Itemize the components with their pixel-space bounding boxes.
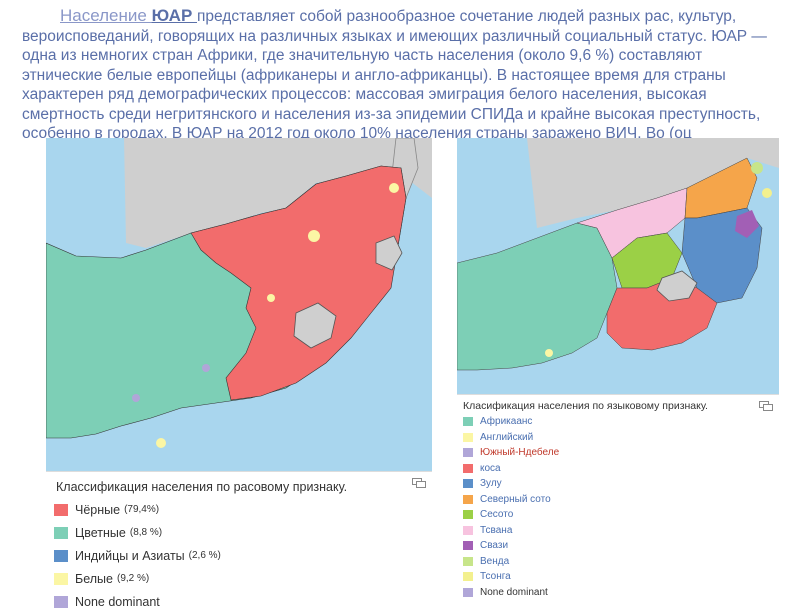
country-link[interactable]: ЮАР (151, 6, 198, 25)
legend-swatch (463, 541, 473, 551)
venda-area (751, 162, 763, 174)
swazi-region (735, 210, 759, 238)
language-legend-item: Тсвана (457, 523, 779, 539)
tsonga-area (762, 188, 772, 198)
mixed-area (202, 364, 210, 372)
neighbor-countries (46, 138, 432, 248)
legend-swatch (54, 526, 68, 539)
legend-label: Тсвана (480, 524, 513, 536)
legend-label: None dominant (75, 594, 160, 609)
language-legend-item: Венда (457, 554, 779, 570)
white-area (267, 294, 275, 302)
neighbor-countries (457, 138, 779, 228)
legend-label: Свази (480, 540, 509, 552)
legend-swatch (54, 595, 68, 608)
language-legend-item: Сесото (457, 507, 779, 523)
language-legend-item: Африкаанс (457, 414, 779, 430)
black-majority-region (190, 165, 407, 401)
swaziland (375, 235, 403, 271)
legend-label: Африкаанс (480, 416, 533, 428)
race-legend: Классификация населения по расовому приз… (46, 471, 432, 609)
legend-percent: (2,6 %) (188, 550, 221, 561)
language-legend-item: Свази (457, 538, 779, 554)
language-legend-item: Зулу (457, 476, 779, 492)
legend-swatch (54, 572, 68, 585)
legend-swatch (463, 510, 473, 520)
language-legend-title: Клаcификация населения по языковому приз… (463, 400, 708, 412)
legend-percent: (9,2 %) (116, 573, 150, 584)
race-map (46, 138, 432, 471)
legend-swatch (463, 587, 473, 597)
english-area (545, 349, 553, 357)
race-legend-item: Индийцы и Азиаты (2,6 %) (46, 544, 432, 567)
legend-label: Северный сото (480, 493, 551, 505)
legend-swatch (54, 549, 68, 562)
legend-swatch (463, 432, 473, 442)
legend-label: Чёрные (75, 502, 121, 517)
language-legend-item: Северный сото (457, 492, 779, 508)
white-area (389, 183, 399, 193)
legend-label: None dominant (480, 586, 548, 598)
legend-swatch (463, 494, 473, 504)
language-legend-item: Тсонга (457, 569, 779, 585)
language-legend-item: коса (457, 461, 779, 477)
tswana-region (576, 187, 688, 259)
legend-percent: (8,8 %) (129, 527, 163, 538)
legend-label: Цветные (75, 525, 126, 540)
population-link[interactable]: Население (60, 6, 152, 25)
race-legend-item: Цветные (8,8 %) (46, 521, 432, 544)
language-map (457, 138, 779, 394)
lesotho (656, 270, 698, 302)
white-area (156, 438, 166, 448)
legend-label: Южный-Ндебеле (480, 447, 560, 459)
race-legend-item: Белые (9,2 %) (46, 567, 432, 590)
legend-label: Зулу (480, 478, 502, 490)
intro-text: представляет собой разнообразное сочетан… (22, 8, 767, 142)
language-legend-item: Южный-Ндебеле (457, 445, 779, 461)
mixed-area (132, 394, 140, 402)
legend-swatch (463, 448, 473, 458)
white-area (308, 230, 320, 242)
legend-label: Индийцы и Азиаты (75, 548, 185, 563)
race-legend-title: Классификация населения по расовому приз… (56, 480, 348, 494)
legend-label: коса (480, 462, 501, 474)
legend-swatch (463, 479, 473, 489)
legend-swatch (463, 556, 473, 566)
lesotho (293, 302, 337, 349)
language-legend-item: Английский (457, 430, 779, 446)
legend-label: Английский (480, 431, 534, 443)
legend-label: Белые (75, 571, 113, 586)
language-map-card: Клаcификация населения по языковому приз… (457, 138, 779, 601)
expand-icon[interactable] (412, 478, 426, 488)
race-legend-item: Чёрные (79,4%) (46, 498, 432, 521)
race-map-card: Классификация населения по расовому приз… (46, 138, 432, 609)
legend-label: Тсонга (480, 571, 511, 583)
legend-swatch (463, 417, 473, 427)
legend-swatch (463, 572, 473, 582)
legend-swatch (463, 525, 473, 535)
legend-label: Сесото (480, 509, 514, 521)
intro-paragraph: Население ЮАР представляет собой разнооб… (22, 6, 784, 144)
language-legend: Клаcификация населения по языковому приз… (457, 394, 779, 601)
legend-swatch (54, 503, 68, 516)
legend-label: Венда (480, 555, 510, 567)
expand-icon[interactable] (759, 401, 773, 411)
legend-percent: (79,4%) (124, 504, 160, 515)
language-legend-item: None dominant (457, 585, 779, 601)
race-legend-item: None dominant (46, 590, 432, 613)
legend-swatch (463, 463, 473, 473)
